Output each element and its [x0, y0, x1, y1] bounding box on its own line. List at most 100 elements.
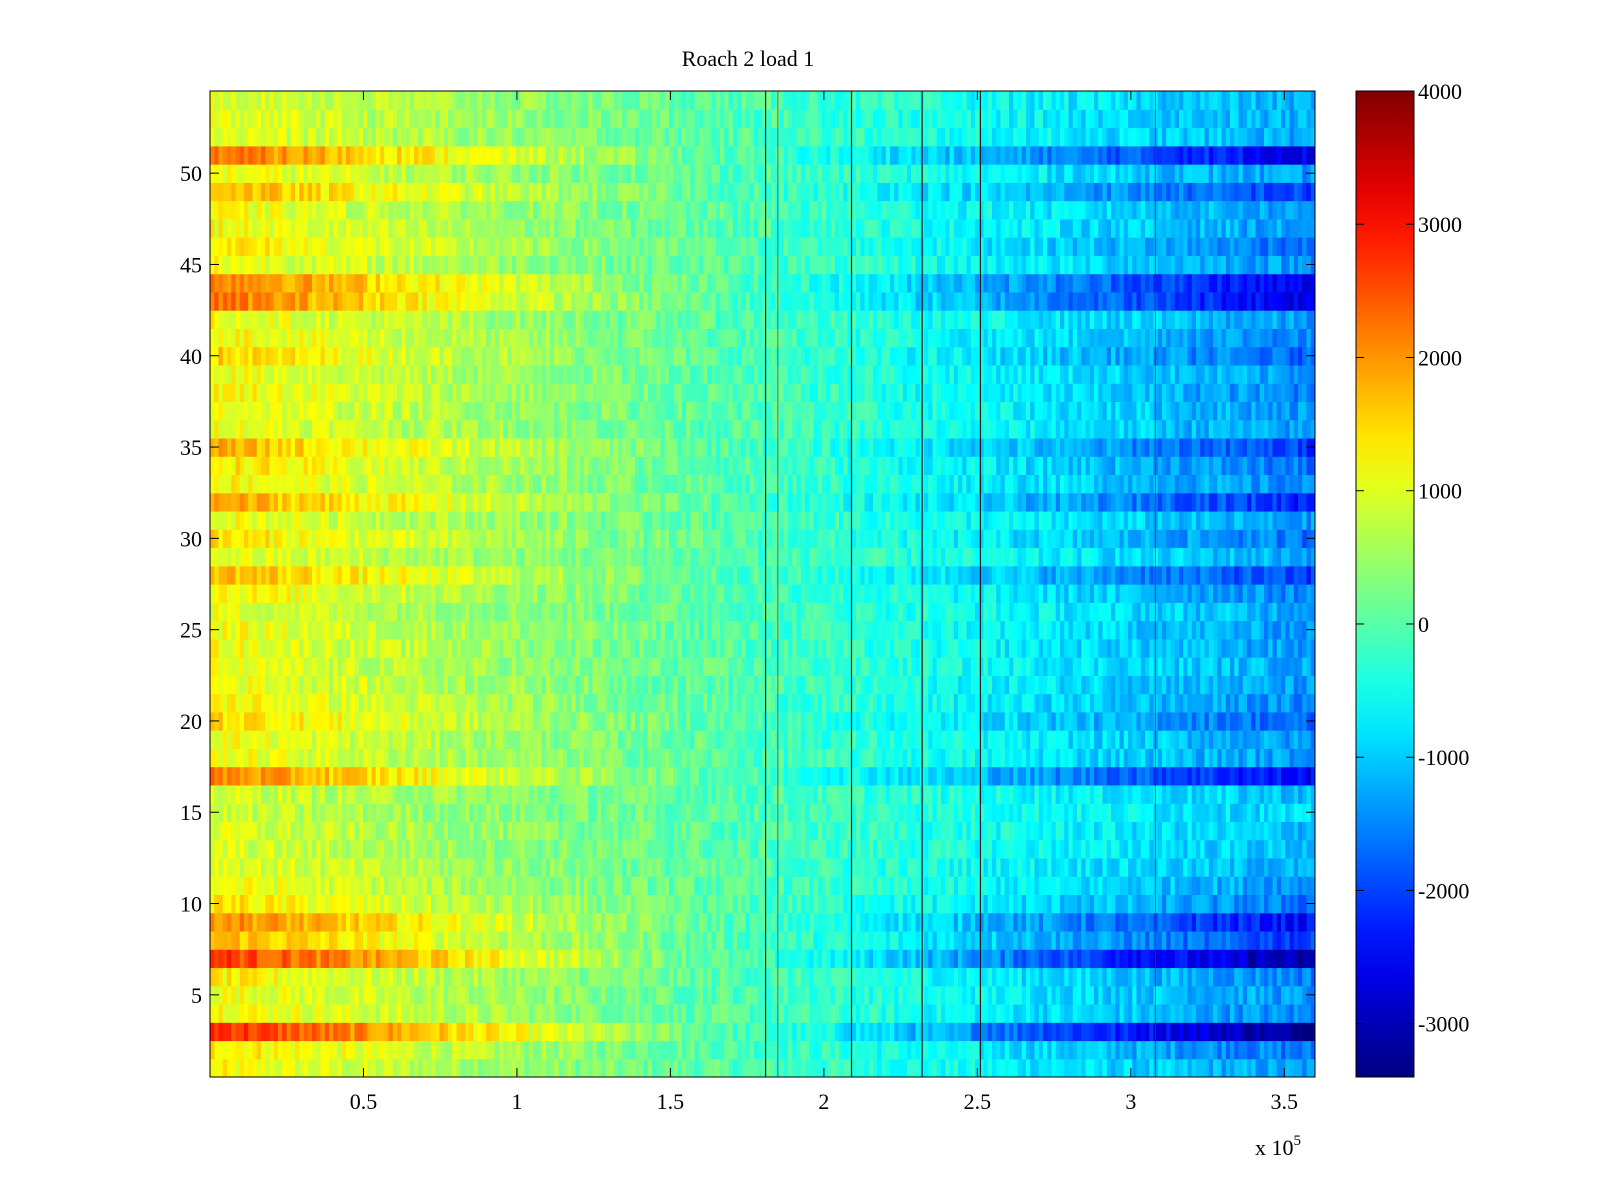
- heatmap-cell: [235, 711, 241, 731]
- heatmap-cell: [1293, 803, 1299, 822]
- heatmap-cell: [754, 912, 759, 932]
- heatmap-cell: [346, 1022, 351, 1042]
- heatmap-cell: [1153, 1022, 1159, 1042]
- heatmap-cell: [715, 985, 721, 1005]
- heatmap-cell: [1106, 949, 1112, 969]
- heatmap-cell: [329, 876, 334, 896]
- heatmap-cell: [630, 967, 636, 987]
- heatmap-cell: [1170, 730, 1176, 749]
- heatmap-cell: [822, 894, 827, 914]
- heatmap-cell: [694, 876, 700, 896]
- heatmap-cell: [1302, 1040, 1308, 1060]
- heatmap-cell: [1251, 930, 1257, 950]
- heatmap-cell: [924, 857, 929, 877]
- heatmap-cell: [1128, 876, 1133, 896]
- heatmap-cell: [754, 894, 759, 914]
- heatmap-cell: [303, 803, 309, 822]
- heatmap-cell: [567, 1003, 572, 1023]
- heatmap-cell: [422, 912, 428, 932]
- heatmap-cell: [1259, 894, 1265, 914]
- heatmap-cell: [1094, 803, 1099, 822]
- heatmap-cell: [371, 1003, 377, 1023]
- heatmap-cell: [868, 894, 874, 914]
- heatmap-cell: [456, 930, 462, 950]
- heatmap-cell: [669, 1058, 674, 1077]
- heatmap-cell: [1187, 748, 1193, 768]
- heatmap-cell: [350, 748, 356, 768]
- heatmap-cell: [418, 894, 424, 914]
- heatmap-cell: [622, 967, 628, 987]
- heatmap-cell: [473, 803, 479, 822]
- heatmap-cell: [1140, 912, 1146, 932]
- heatmap-cell: [516, 985, 521, 1005]
- heatmap-cell: [839, 967, 844, 987]
- heatmap-cell: [1094, 839, 1099, 859]
- heatmap-cell: [533, 930, 538, 950]
- heatmap-cell: [1272, 857, 1278, 877]
- heatmap-cell: [469, 857, 475, 877]
- heatmap-cell: [945, 730, 951, 749]
- heatmap-cell: [397, 857, 402, 877]
- heatmap-cell: [953, 1058, 959, 1077]
- heatmap-cell: [244, 949, 249, 969]
- heatmap-cell: [779, 803, 785, 822]
- heatmap-cell: [431, 730, 436, 749]
- heatmap-cell: [499, 1040, 504, 1060]
- heatmap-cell: [414, 839, 419, 859]
- heatmap-cell: [754, 766, 759, 786]
- heatmap-cell: [1089, 784, 1095, 804]
- heatmap-cell: [856, 876, 861, 896]
- heatmap-cell: [745, 748, 751, 768]
- heatmap-cell: [1089, 1022, 1095, 1042]
- heatmap-cell: [443, 784, 449, 804]
- heatmap-cell: [261, 857, 266, 877]
- heatmap-cell: [286, 1040, 292, 1060]
- heatmap-cell: [1255, 912, 1261, 932]
- heatmap-cell: [218, 821, 224, 841]
- heatmap-cell: [707, 967, 713, 987]
- heatmap-cell: [401, 803, 407, 822]
- heatmap-cell: [873, 803, 878, 822]
- heatmap-cell: [609, 784, 615, 804]
- heatmap-cell: [1128, 985, 1133, 1005]
- heatmap-cell: [932, 949, 938, 969]
- heatmap-cell: [996, 1040, 1002, 1060]
- heatmap-cell: [609, 949, 615, 969]
- heatmap-cell: [894, 730, 900, 749]
- heatmap-cell: [1136, 912, 1142, 932]
- heatmap-cell: [507, 803, 513, 822]
- heatmap-cell: [426, 766, 432, 786]
- heatmap-cell: [805, 985, 810, 1005]
- heatmap-cell: [363, 784, 368, 804]
- heatmap-cell: [966, 839, 972, 859]
- heatmap-cell: [1157, 1058, 1163, 1077]
- heatmap-cell: [371, 967, 377, 987]
- heatmap-cell: [771, 803, 776, 822]
- heatmap-cell: [1183, 1058, 1189, 1077]
- heatmap-cell: [401, 821, 407, 841]
- heatmap-cell: [1191, 967, 1197, 987]
- heatmap-cell: [388, 949, 394, 969]
- heatmap-cell: [873, 1040, 878, 1060]
- heatmap-cell: [779, 876, 785, 896]
- heatmap-cell: [783, 949, 789, 969]
- heatmap-cell: [550, 949, 555, 969]
- heatmap-cell: [541, 1058, 547, 1077]
- heatmap-cell: [1264, 748, 1269, 768]
- heatmap-cell: [227, 839, 232, 859]
- heatmap-cell: [720, 821, 725, 841]
- heatmap-cell: [460, 730, 466, 749]
- heatmap-cell: [941, 803, 946, 822]
- heatmap-cell: [1017, 748, 1023, 768]
- heatmap-cell: [494, 839, 500, 859]
- heatmap-cell: [737, 949, 742, 969]
- heatmap-cell: [1217, 821, 1223, 841]
- heatmap-cell: [1225, 1022, 1231, 1042]
- heatmap-cell: [741, 949, 747, 969]
- heatmap-cell: [235, 930, 241, 950]
- heatmap-cell: [567, 930, 572, 950]
- heatmap-cell: [1136, 803, 1142, 822]
- heatmap-cell: [1242, 1040, 1248, 1060]
- heatmap-cell: [295, 985, 300, 1005]
- heatmap-cell: [945, 857, 951, 877]
